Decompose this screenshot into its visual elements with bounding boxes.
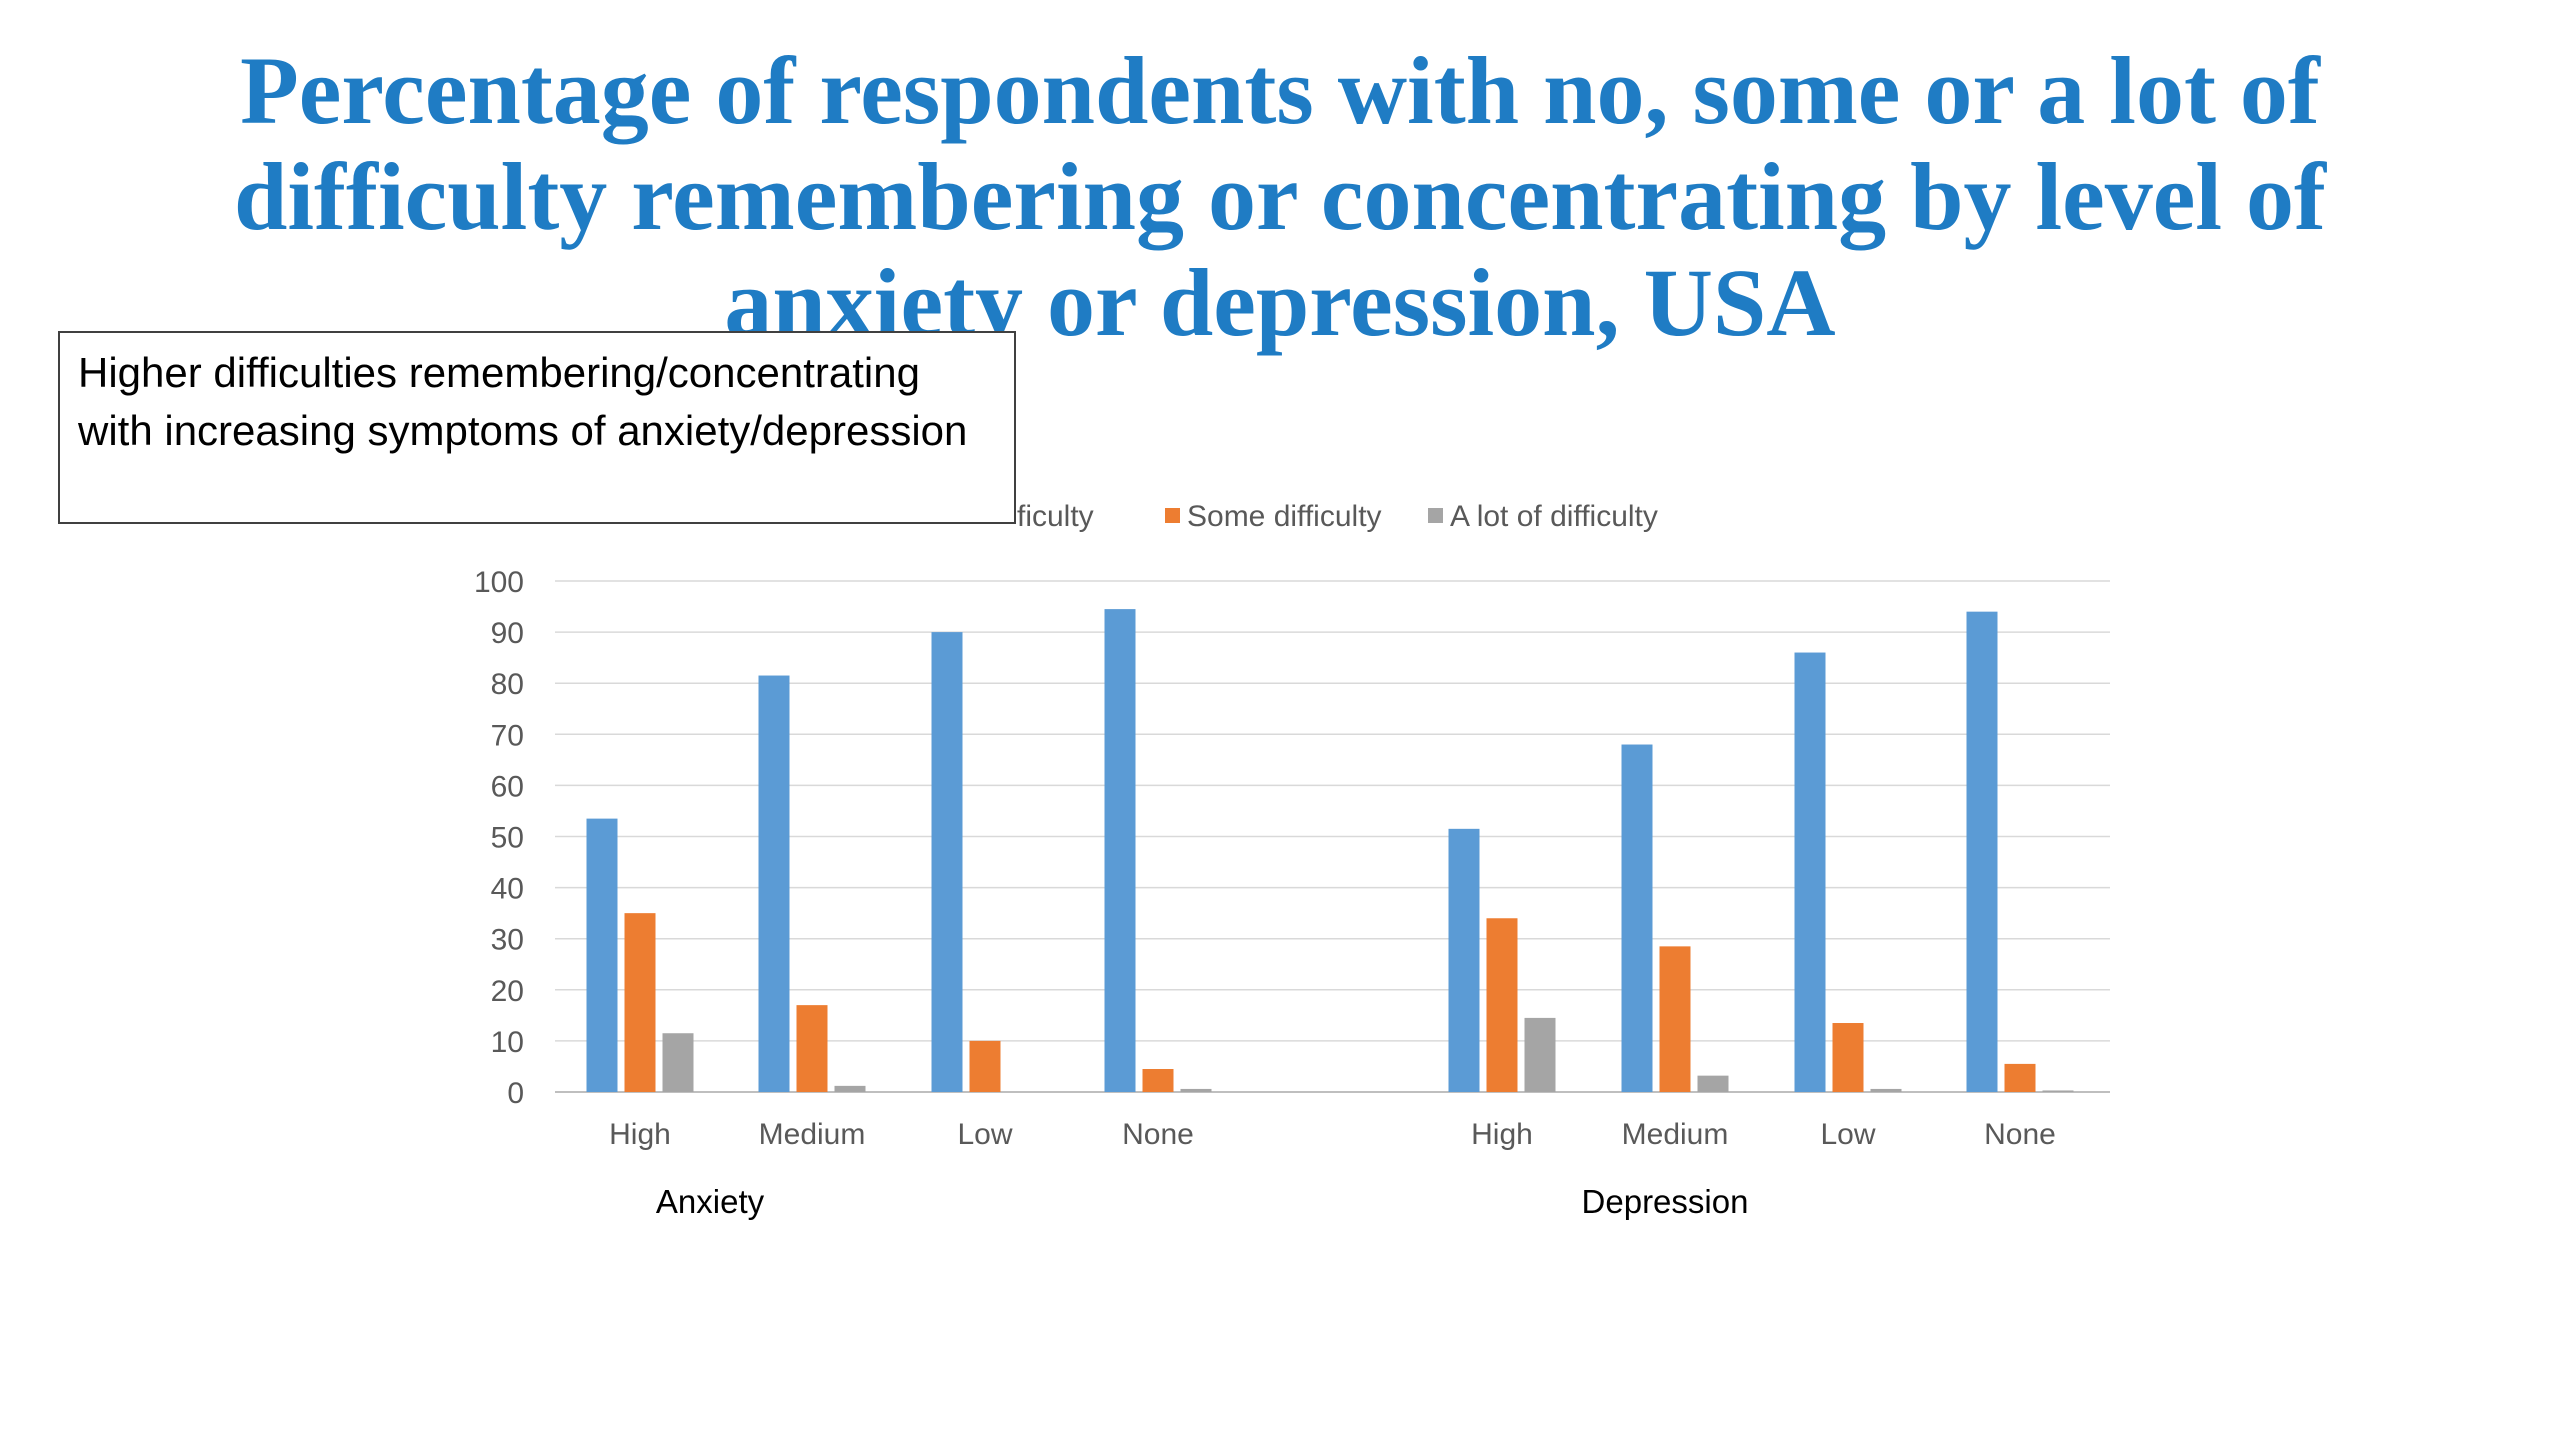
x-tick-label: None [1984,1118,2056,1151]
legend-label-2: A lot of difficulty [1450,500,1658,533]
bar-depression-none-some-difficulty [2004,1063,2036,1092]
x-tick-label: High [609,1118,671,1151]
bars [586,609,2074,1092]
bar-anxiety-high-no-difficulty [586,818,618,1092]
y-tick-label: 100 [474,566,524,599]
bar-depression-medium-some-difficulty [1659,946,1691,1092]
bar-anxiety-none-some-difficulty [1142,1069,1174,1092]
bar-anxiety-medium-a-lot-of-difficulty [834,1085,866,1092]
bar-depression-low-a-lot-of-difficulty [1870,1088,1902,1092]
slide-title: Percentage of respondents with no, some … [233,37,2327,356]
legend-swatch-2 [1428,508,1443,523]
callout-box: Higher difficulties remembering/concentr… [58,331,1016,524]
group-label-depression: Depression [1582,1183,1749,1220]
y-tick-label: 90 [491,617,524,650]
bar-depression-none-no-difficulty [1966,611,1998,1092]
bar-anxiety-medium-some-difficulty [796,1005,828,1092]
bar-anxiety-low-some-difficulty [969,1040,1001,1092]
group-labels: Anxiety Depression [656,1183,1749,1220]
group-label-anxiety: Anxiety [656,1183,765,1220]
bar-anxiety-high-some-difficulty [624,913,656,1092]
bar-depression-high-a-lot-of-difficulty [1524,1017,1556,1092]
x-tick-label: High [1471,1118,1533,1151]
legend-label-0: ficulty [1017,500,1094,533]
y-tick-label: 0 [507,1077,524,1110]
bar-depression-high-no-difficulty [1448,828,1480,1092]
x-tick-label: Medium [1622,1118,1729,1151]
y-axis-tick-labels: 0 10 20 30 40 50 60 70 80 90 100 [474,566,524,1110]
bar-anxiety-high-a-lot-of-difficulty [662,1033,694,1092]
x-tick-label: Medium [759,1118,866,1151]
y-tick-label: 10 [491,1026,524,1059]
y-tick-label: 80 [491,668,524,701]
legend-label-1: Some difficulty [1187,500,1382,533]
legend: ficulty Some difficulty A lot of difficult… [995,500,1658,533]
y-tick-label: 60 [491,770,524,803]
x-axis-tick-labels: High Medium Low None High Medium Low None [609,1118,2056,1151]
bar-depression-low-some-difficulty [1832,1023,1864,1092]
legend-swatch-1 [1165,508,1180,523]
bar-anxiety-low-no-difficulty [931,632,963,1092]
x-tick-label: Low [1820,1118,1875,1151]
y-tick-label: 40 [491,873,524,906]
bar-depression-medium-a-lot-of-difficulty [1697,1075,1729,1092]
bar-depression-none-a-lot-of-difficulty [2042,1090,2074,1092]
x-tick-label: None [1122,1118,1194,1151]
bar-depression-medium-no-difficulty [1621,744,1653,1092]
y-tick-label: 50 [491,822,524,855]
bar-depression-low-no-difficulty [1794,652,1826,1092]
y-tick-label: 20 [491,975,524,1008]
bar-anxiety-medium-no-difficulty [758,675,790,1092]
x-tick-label: Low [957,1118,1012,1151]
bar-anxiety-none-no-difficulty [1104,609,1136,1092]
y-tick-label: 30 [491,924,524,957]
bar-depression-high-some-difficulty [1486,918,1518,1092]
y-tick-label: 70 [491,719,524,752]
bar-anxiety-none-a-lot-of-difficulty [1180,1088,1212,1092]
